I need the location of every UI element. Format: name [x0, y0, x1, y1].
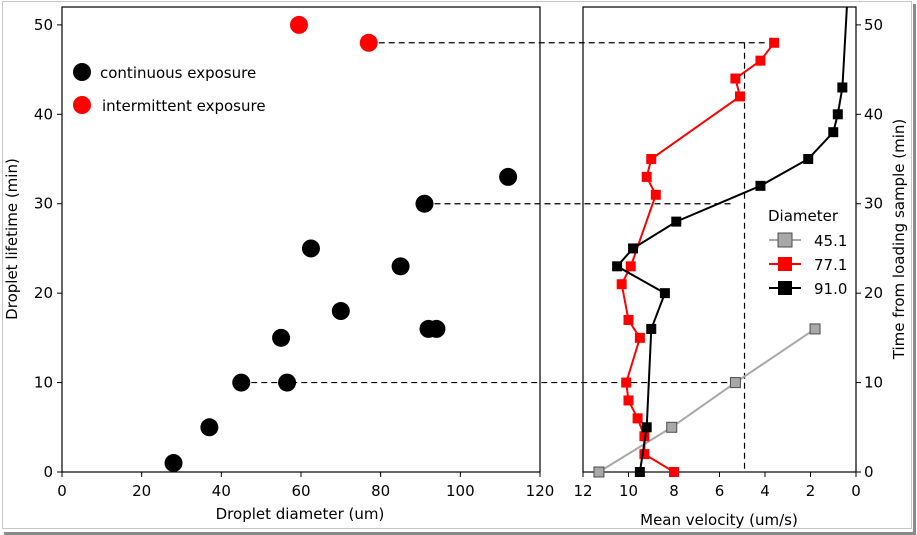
velocity-y-tick-label: 20: [864, 284, 883, 302]
scatter-x-tick-label: 120: [526, 482, 555, 500]
series-point-91.0: [832, 109, 843, 120]
continuous-exposure-point: [272, 328, 291, 347]
scatter-y-tick-label: 20: [34, 284, 53, 302]
legend-marker-77: [778, 257, 792, 271]
scatter-y-tick-label: 50: [34, 16, 53, 34]
series-point-77.1: [634, 332, 645, 343]
velocity-x-tick-label: 0: [851, 482, 861, 500]
series-point-91.0: [755, 180, 766, 191]
velocity-y-tick-label: 50: [864, 16, 883, 34]
series-point-77.1: [639, 449, 650, 460]
series-point-91.0: [837, 82, 848, 93]
series-point-77.1: [734, 91, 745, 102]
series-point-77.1: [621, 377, 632, 388]
continuous-exposure-point: [301, 239, 320, 258]
series-point-91.0: [612, 261, 623, 272]
continuous-exposure-point: [499, 167, 518, 186]
legend-marker-intermittent: [73, 96, 91, 114]
scatter-y-tick-label: 10: [34, 374, 53, 392]
continuous-exposure-point: [278, 373, 297, 392]
series-point-91.0: [659, 288, 670, 299]
series-point-45.1: [729, 377, 741, 389]
scatter-y-tick-label: 0: [43, 463, 53, 481]
series-point-45.1: [666, 421, 678, 433]
connector-lines: [251, 42, 765, 472]
series-point-77.1: [650, 189, 661, 200]
velocity-x-tick-label: 6: [715, 482, 725, 500]
continuous-exposure-point: [415, 194, 434, 213]
legend-label-91: 91.0: [814, 280, 847, 298]
series-point-45.1: [809, 323, 821, 335]
scatter-y-axis-label: Droplet lifetime (min): [3, 158, 21, 320]
series-point-77.1: [769, 37, 780, 48]
legend-label-intermittent: intermittent exposure: [102, 97, 266, 115]
series-point-77.1: [623, 314, 634, 325]
scatter-x-tick-label: 0: [57, 482, 67, 500]
continuous-exposure-point: [331, 302, 350, 321]
velocity-x-axis-label: Mean velocity (um/s): [640, 511, 798, 529]
scatter-x-tick-label: 60: [291, 482, 310, 500]
velocity-y-tick-label: 30: [864, 195, 883, 213]
continuous-exposure-point: [164, 454, 183, 473]
legend-title-diameter: Diameter: [768, 207, 839, 225]
velocity-x-tick-label: 2: [806, 482, 816, 500]
series-point-91.0: [641, 422, 652, 433]
legend-marker-continuous: [73, 63, 91, 81]
velocity-x-tick-label: 4: [760, 482, 770, 500]
scatter-x-axis-label: Droplet diameter (um): [216, 505, 385, 523]
series-point-91.0: [828, 127, 839, 138]
velocity-y-tick-label: 10: [864, 374, 883, 392]
legend-label-77: 77.1: [814, 256, 847, 274]
legend-label-continuous: continuous exposure: [100, 64, 256, 82]
scatter-panel: 0 20 40 60 80 100 120 0 10 20 30 40 50: [34, 6, 555, 500]
series-line-45.1: [598, 328, 816, 473]
series-point-77.1: [669, 467, 679, 477]
scatter-x-tick-label: 100: [446, 482, 475, 500]
series-point-91.0: [646, 323, 657, 334]
velocity-y-tick-label: 40: [864, 105, 883, 123]
legend-label-45: 45.1: [814, 232, 847, 250]
series-point-77.1: [730, 73, 741, 84]
scatter-x-tick-label: 40: [212, 482, 231, 500]
series-point-77.1: [646, 154, 657, 165]
series-point-77.1: [632, 413, 643, 424]
scatter-x-tick-label: 20: [132, 482, 151, 500]
intermittent-exposure-point: [290, 15, 309, 34]
series-line-77.1: [620, 42, 775, 473]
continuous-exposure-point: [200, 418, 219, 437]
series-point-77.1: [616, 279, 627, 290]
intermittent-exposure-point: [359, 33, 378, 52]
series-point-77.1: [641, 171, 652, 182]
velocity-x-tick-label: 12: [573, 482, 592, 500]
continuous-exposure-point: [232, 373, 251, 392]
series-point-91.0: [628, 243, 639, 254]
series-point-77.1: [625, 261, 636, 272]
series-point-91.0: [671, 216, 682, 227]
scatter-y-tick-label: 40: [34, 105, 53, 123]
series-point-91.0: [634, 467, 645, 477]
continuous-exposure-point: [427, 319, 446, 338]
diameter-legend: Diameter 45.1 77.1 91.0: [768, 207, 847, 298]
series-point-77.1: [623, 395, 634, 406]
velocity-y-tick-label: 0: [864, 463, 874, 481]
legend-marker-91: [778, 281, 792, 295]
series-point-45.1: [593, 466, 605, 478]
scatter-legend: continuous exposure intermittent exposur…: [73, 63, 266, 115]
velocity-x-tick-label: 8: [669, 482, 679, 500]
scatter-x-tick-label: 80: [371, 482, 390, 500]
series-point-91.0: [803, 154, 814, 165]
scatter-y-tick-label: 30: [34, 195, 53, 213]
series-point-77.1: [755, 55, 766, 66]
continuous-exposure-point: [391, 257, 410, 276]
velocity-y-axis-label: Time from loading sample (min): [890, 119, 908, 360]
velocity-x-tick-label: 10: [619, 482, 638, 500]
legend-marker-45: [777, 232, 793, 248]
